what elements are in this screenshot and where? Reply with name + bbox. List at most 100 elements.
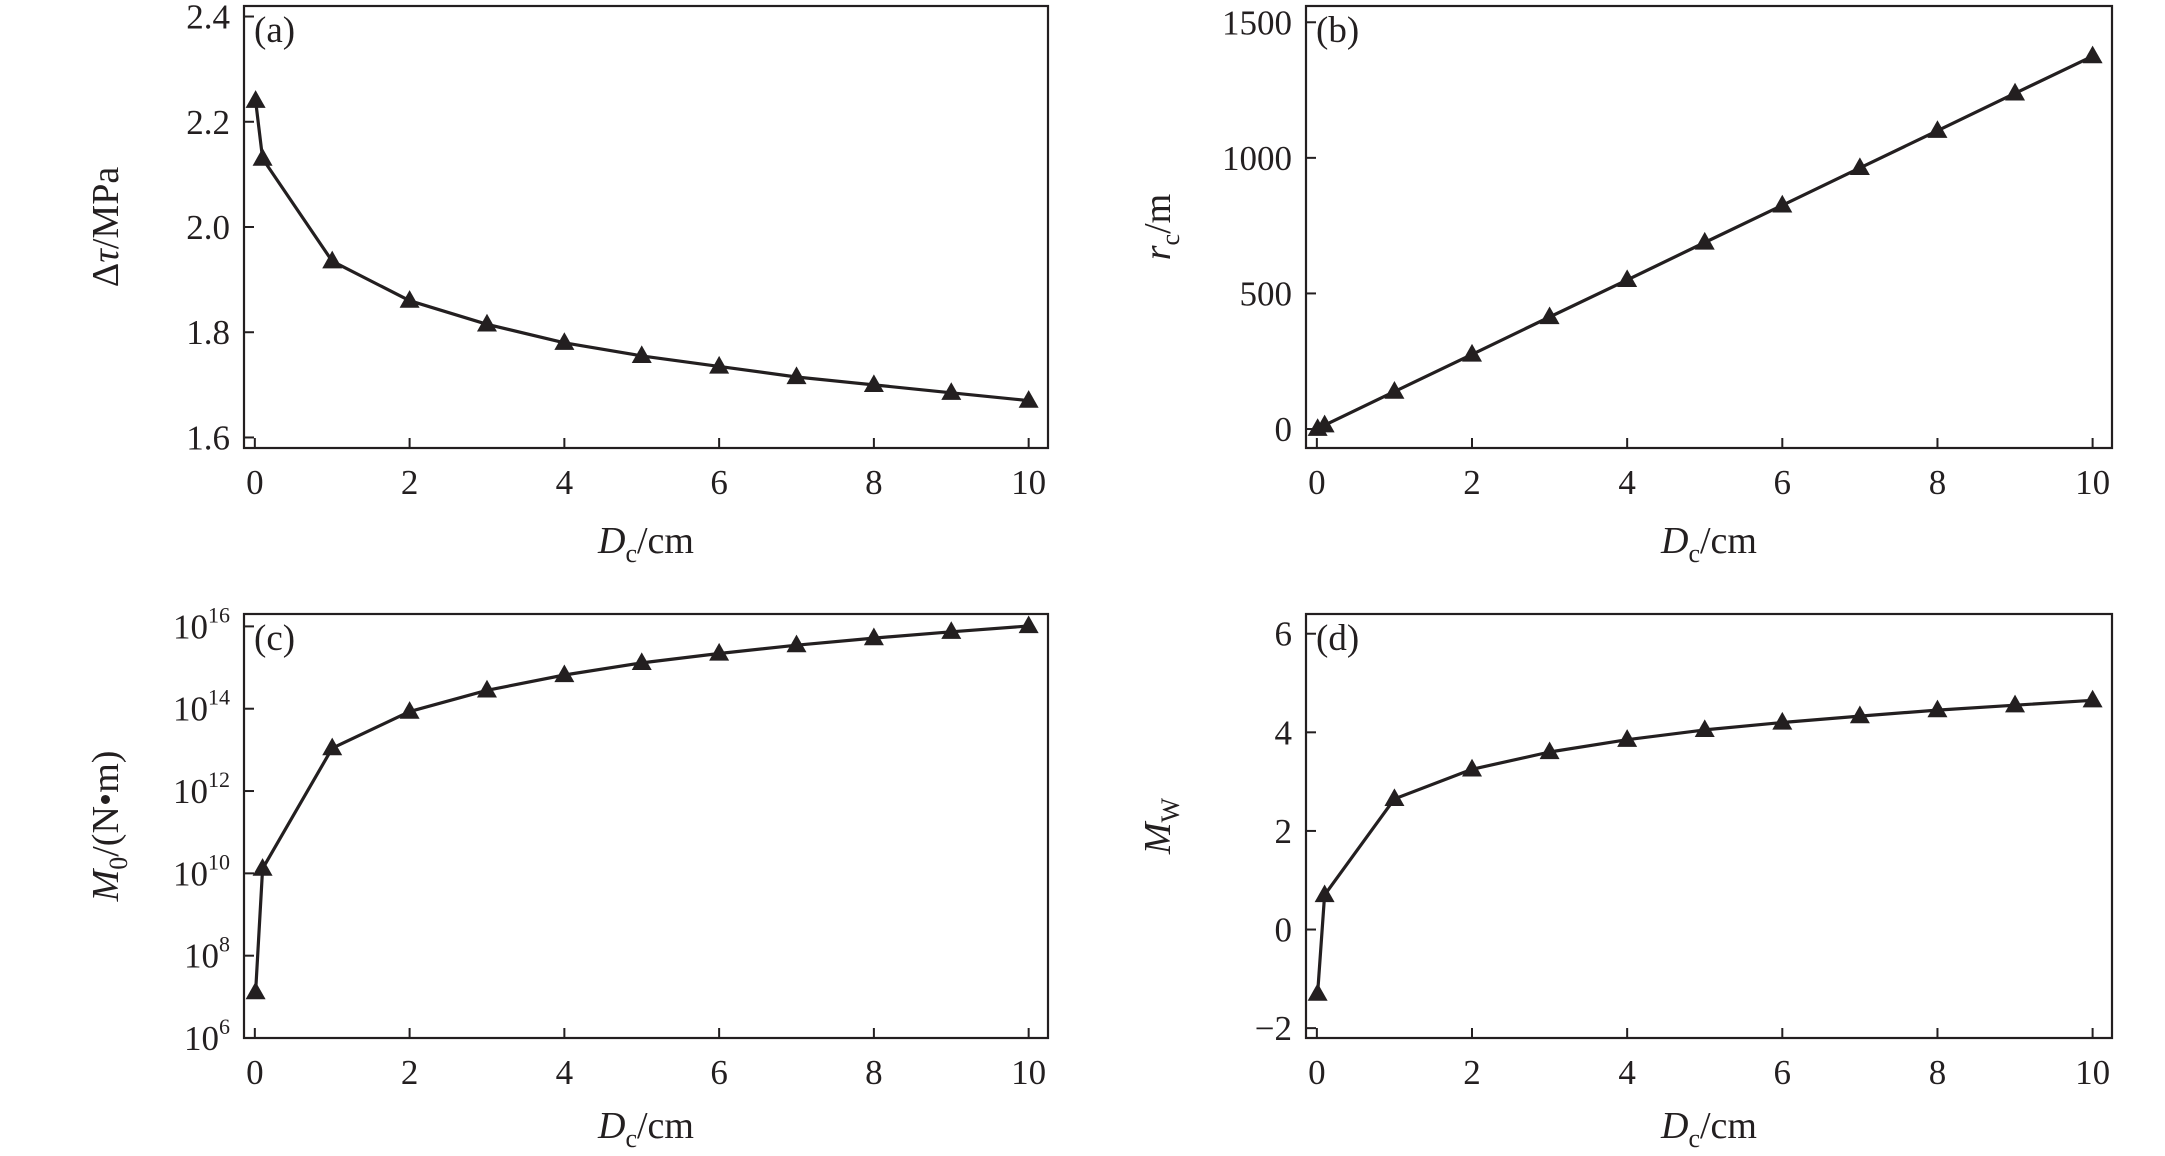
panel-c-ytick-label: 108 [184,932,230,976]
panel-a-data-point [245,90,266,108]
panel-a-ytick-label: 2.4 [186,0,230,37]
panel-d-xtick-label: 10 [2075,1053,2110,1092]
panel-a-data-point [1018,390,1039,408]
panel-b-xtick-label: 0 [1308,463,1326,502]
panel-a-xtick-label: 2 [401,463,419,502]
panel-b-ylabel: rc/m [1137,194,1185,260]
panel-c-data-point [1018,615,1039,634]
panel-a-data-point [399,290,420,308]
panel-a-data-point [554,332,575,350]
panel-c-xtick-label: 4 [556,1053,574,1092]
panel-a-ytick-label: 1.8 [186,313,230,352]
panel-b-data-point [1849,157,1870,176]
panel-b-label: (b) [1316,10,1359,51]
panel-c-data-point [709,642,730,661]
panel-d-xtick-label: 4 [1618,1053,1636,1092]
panel-c-data-point [476,679,497,698]
panel-d-xtick-label: 2 [1463,1053,1481,1092]
panel-a: 0 2 4 6 8 10 1.6 1.8 2.0 2.2 2.4 (a) Dc/cm Δτ/MPa [85,0,1050,568]
panel-d: 0 2 4 6 8 10 −2 0 2 4 6 (d) Dc/cm MW [1137,612,2114,1153]
panel-c-ytick-label: 1014 [173,685,230,729]
panel-a-data-point [786,366,807,385]
panel-c-data-point [863,627,884,646]
panel-b-ytick-label: 500 [1240,274,1293,313]
panel-b-data-point [1694,231,1715,250]
panel-b-data-point [2082,45,2103,64]
panel-c-data-point [941,621,962,639]
panel-a-ylabel: Δτ/MPa [85,167,127,288]
panel-b-xtick-label: 10 [2075,463,2110,502]
panel-d-data-point [1849,705,1870,724]
panel-b-data-point [1617,269,1638,288]
panel-d-data-point [1384,788,1405,807]
panel-d-xtick-label: 8 [1929,1053,1947,1092]
panel-c-frame [242,612,1050,1040]
panel-a-frame [242,4,1050,450]
panel-b-frame [1304,4,2114,450]
panel-c-ytick-label: 1016 [173,602,230,646]
panel-a-data-point [941,382,962,400]
panel-a-ytick-label: 2.2 [186,103,230,142]
panel-b-data-point [1927,120,1948,138]
panel-d-ytick-label: −2 [1255,1009,1292,1048]
panel-d-xtick-label: 6 [1774,1053,1792,1092]
panel-a-xtick-label: 10 [1011,463,1046,502]
panel-a-data-point [709,355,730,374]
panel-c-data-point [631,652,652,671]
panel-c-xtick-label: 10 [1011,1053,1046,1092]
panel-c-data-point [252,858,273,876]
panel-a-data-point [863,374,884,392]
panel-d-data-point [1314,884,1335,903]
panel-b-ytick-label: 1500 [1222,3,1292,42]
panel-c-xtick-label: 8 [865,1053,883,1092]
panel-d-ytick-label: 4 [1275,713,1293,752]
panel-d-ytick-label: 6 [1275,615,1293,654]
panel-a-series-line [254,100,1029,403]
panel-d-data-point [1539,741,1560,760]
panel-c-xtick-label: 2 [401,1053,419,1092]
panel-c-data-point [245,981,266,1000]
panel-b-series-line [1316,54,2094,431]
panel-a-xtick-label: 6 [710,463,728,502]
panel-c-xtick-label: 6 [710,1053,728,1092]
panel-d-series-line [1316,698,2093,994]
panel-b-data-point [1462,343,1483,362]
panel-c-series-line [254,624,1029,993]
panel-a-ytick-label: 1.6 [186,418,230,457]
panel-c: 0 2 4 6 8 10 106 108 1010 1012 1014 1016 (c) Dc/cm M0/… [85,602,1050,1153]
panel-c-data-point [322,737,343,756]
panel-d-frame [1304,612,2114,1040]
panel-d-data-point [1307,983,1328,1001]
panel-b: 0 2 4 6 8 10 0 500 1000 1500 (b) Dc/cm rc/m [1137,3,2114,568]
panel-b-xtick-label: 4 [1618,463,1636,502]
panel-c-ytick-label: 1012 [173,767,230,811]
panel-d-data-point [2082,689,2103,708]
panel-d-ylabel: MW [1137,797,1185,855]
panel-a-data-point [252,148,273,166]
panel-a-data-point [322,250,343,269]
panel-c-data-point [786,634,807,653]
panel-a-ytick-label: 2.0 [186,208,230,247]
panel-d-label: (d) [1316,618,1359,659]
panel-c-label: (c) [254,618,295,659]
panel-a-data-point [631,345,652,364]
panel-d-data-point [2005,694,2026,713]
panel-d-data-point [1617,729,1638,747]
panel-d-data-point [1694,719,1715,738]
panel-b-xtick-label: 2 [1463,463,1481,502]
panel-d-data-point [1927,699,1948,718]
panel-c-ytick-label: 106 [184,1014,230,1058]
panel-d-ytick-label: 2 [1275,812,1293,851]
panel-c-xtick-label: 0 [246,1053,264,1092]
panel-b-data-point [1384,381,1405,399]
panel-b-xtick-label: 8 [1929,463,1947,502]
panel-b-xtick-label: 6 [1774,463,1792,502]
panel-b-ytick-label: 1000 [1222,139,1292,178]
panel-a-xtick-label: 0 [246,463,264,502]
panel-b-data-point [2005,82,2026,101]
panel-b-ytick-label: 0 [1275,410,1293,449]
panel-c-ytick-label: 1010 [173,849,230,893]
panel-d-xlabel: Dc/cm [1660,1105,1757,1153]
